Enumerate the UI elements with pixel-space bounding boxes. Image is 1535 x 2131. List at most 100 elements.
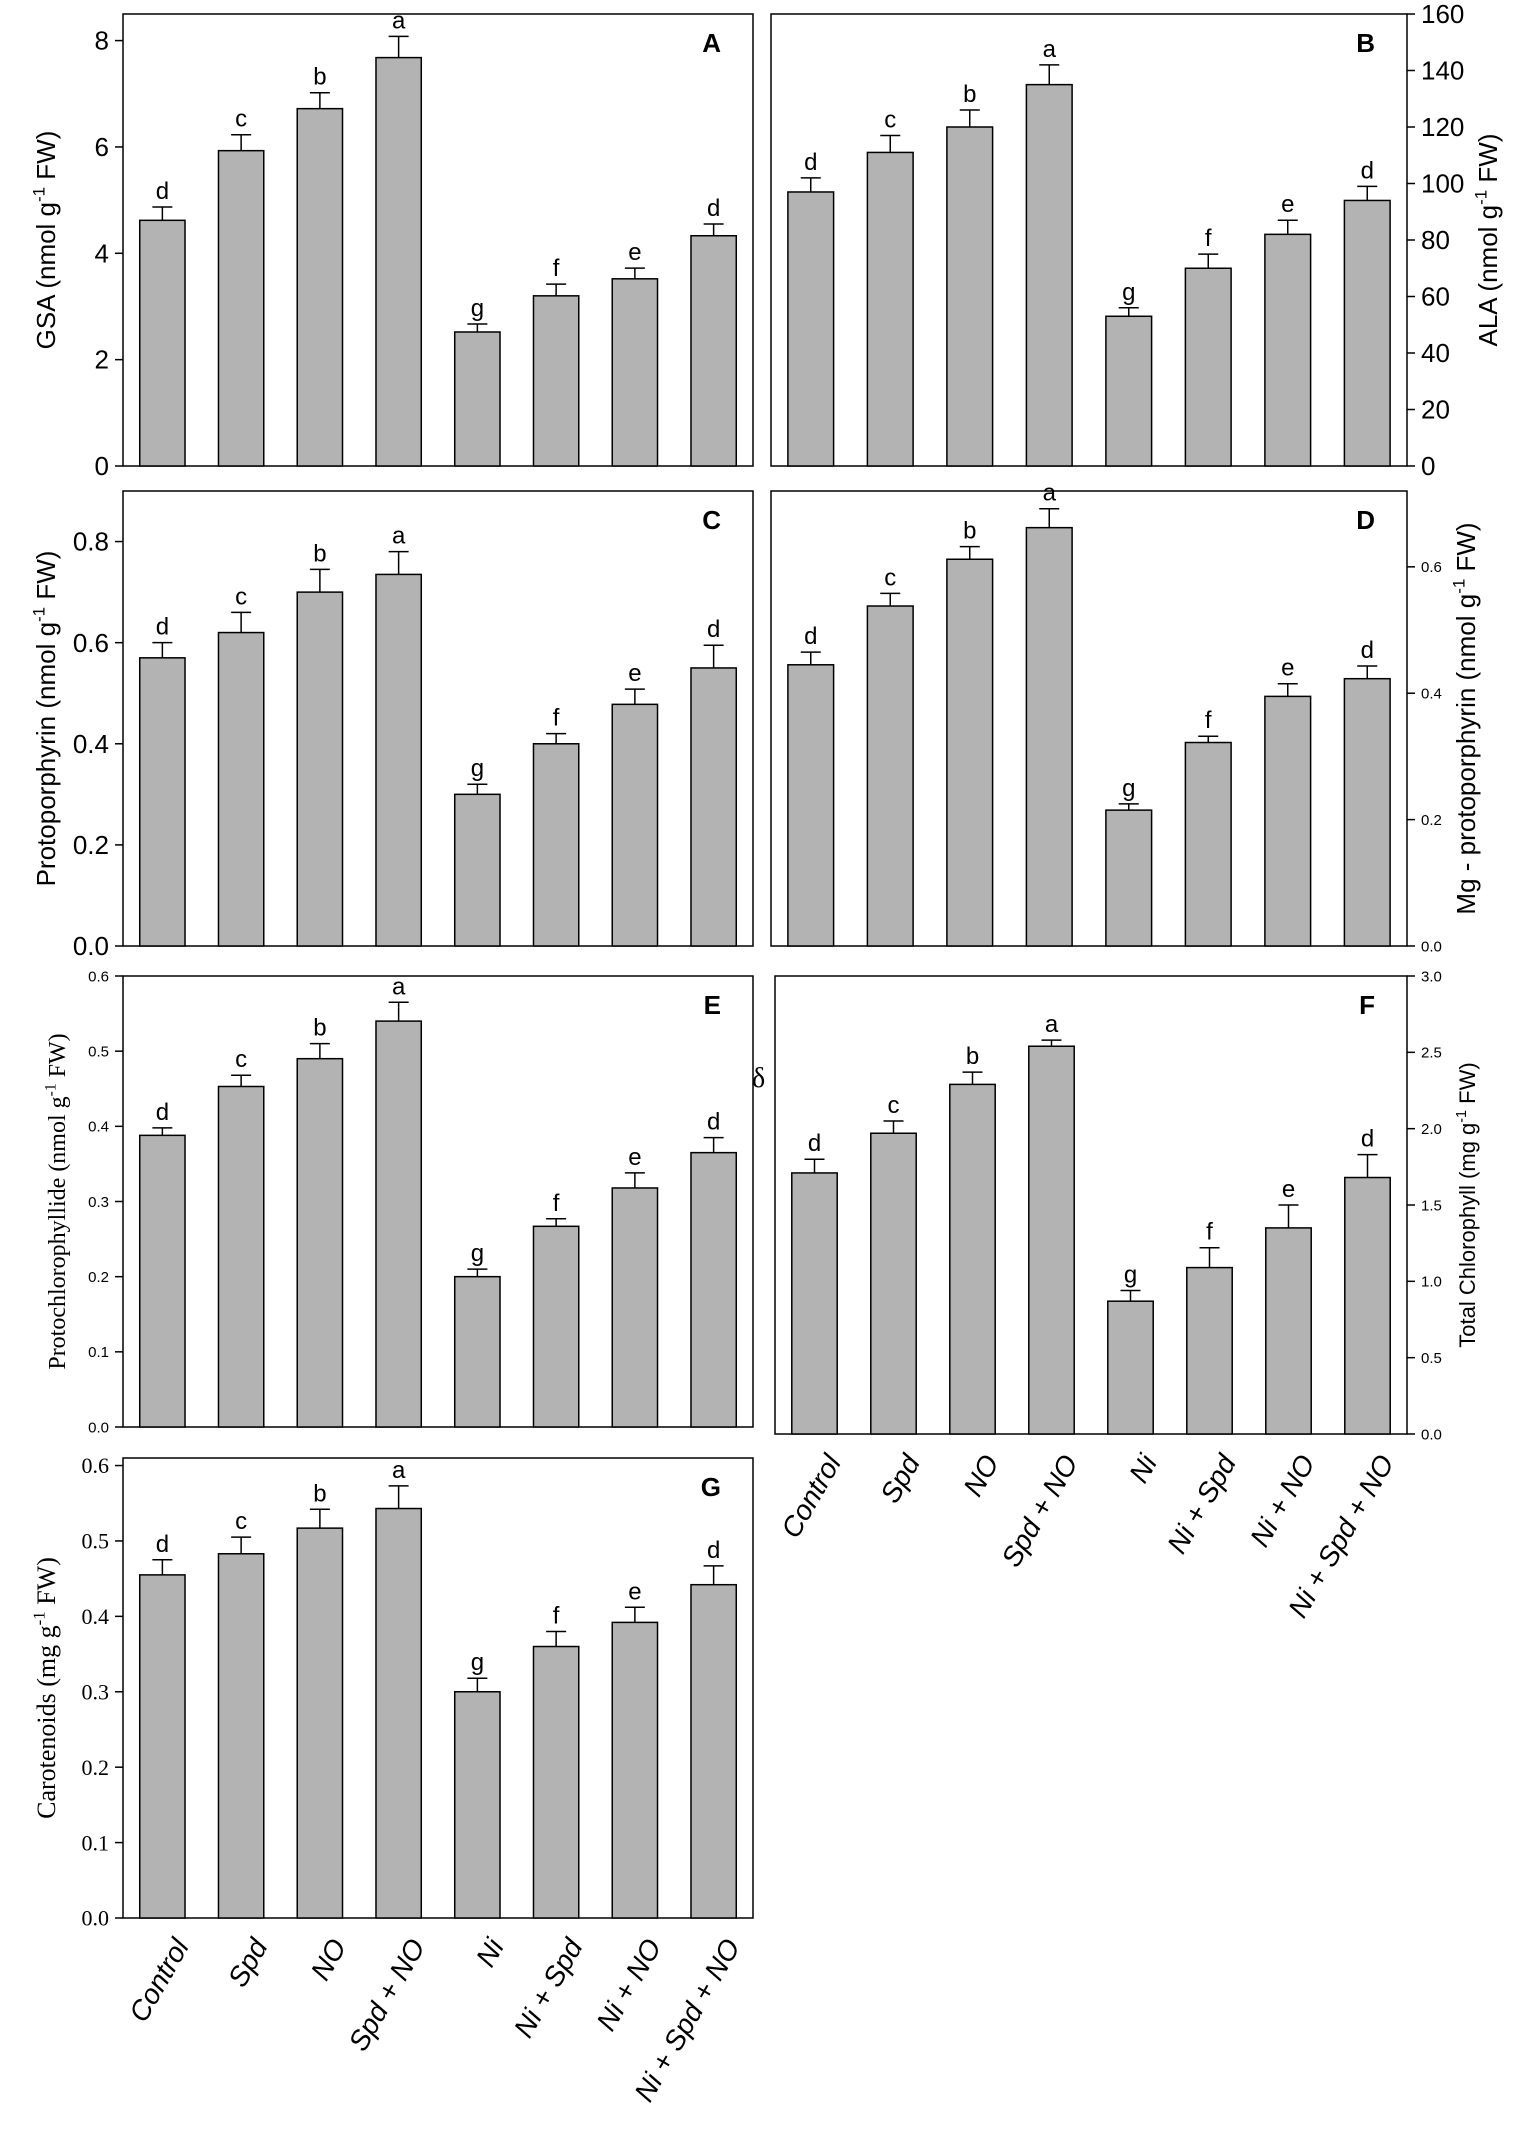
y-tick-label: 6 [95,132,109,162]
panel-letter: G [701,1472,721,1502]
x-tick-label: Ni + NO [590,1934,667,2036]
bar [1264,695,1312,947]
y-tick-label: 0.6 [88,968,109,985]
y-axis-label: Total Chlorophyll (mg g-1 FW) [1454,1062,1480,1347]
significance-letter: f [553,1602,560,1629]
significance-letter: g [1124,1261,1137,1288]
y-tick-label: 1.0 [1421,1274,1442,1291]
bar [296,591,344,947]
y-tick-label: 40 [1421,338,1450,368]
bar [1265,1227,1312,1435]
panel-letter: F [1359,990,1375,1020]
y-tick-label: 60 [1421,282,1450,312]
panel-a: d c b a g f e d 0 2 4 6 8 GSA (nmol g-1 FW) A [30,7,754,481]
bar [138,657,186,947]
significance-letter: d [156,614,169,641]
significance-letter: d [707,1537,720,1564]
significance-letter: e [628,1144,641,1171]
significance-letter: d [707,195,720,222]
significance-letter: b [966,1043,979,1070]
bar [375,56,423,467]
y-tick-label: 100 [1421,169,1464,199]
y-tick-label: 0.3 [82,1679,110,1704]
x-tick-label: Ni [1123,1449,1163,1488]
panel-letter: B [1356,28,1375,58]
significance-letter: f [553,255,560,282]
bar [217,1085,265,1428]
y-tick-label: 160 [1421,0,1464,29]
bar [453,793,501,947]
significance-letter: a [392,523,406,550]
y-tick-label: 80 [1421,225,1450,255]
bar [690,1583,738,1919]
y-tick-label: 8 [95,26,109,56]
bar [532,1645,580,1919]
significance-letter: b [313,1015,326,1042]
y-tick-label: 0.5 [82,1529,110,1554]
plot-frame [122,490,754,947]
plot-frame [774,975,1408,1435]
y-tick-label: 0.5 [1421,1350,1442,1367]
y-tick-label: 0.0 [73,931,109,961]
plot-frame [122,975,754,1428]
significance-letter: g [471,295,484,322]
panel-g: d c b a g f e d 0.0 0.1 0.2 0.3 0.4 0.5 0.6 Carotenoids… [30,1453,754,2107]
significance-letter: d [156,178,169,205]
y-tick-label: 120 [1421,112,1464,142]
significance-letter: e [1282,1176,1295,1203]
y-axis-label: ALA (nmol g-1 FW) [1472,134,1503,347]
bar [375,573,423,947]
y-tick-label: 0.2 [82,1755,110,1780]
bar [1105,315,1153,467]
bar [1025,83,1073,467]
panel-letter: E [704,990,721,1020]
significance-letter: f [553,1190,560,1217]
y-tick-label: 0.2 [73,830,109,860]
y-tick-label: 0.0 [82,1906,110,1931]
bar [1343,199,1391,467]
y-tick-label: 0.8 [73,527,109,557]
significance-letter: b [313,540,326,567]
bar [138,219,186,467]
bar [787,191,835,467]
x-tick-label: Ni [470,1933,510,1972]
significance-letter: g [1122,279,1135,306]
x-tick-label: Spd [222,1932,274,1992]
significance-letter: b [313,1480,326,1507]
bar [532,743,580,947]
significance-letter: a [392,973,406,1000]
stray-delta-symbol: δ [752,1063,765,1094]
y-tick-label: 140 [1421,56,1464,86]
x-tick-label: Control [775,1449,847,1543]
significance-letter: a [1045,1011,1059,1038]
bar [1186,1266,1233,1435]
bar [296,1527,344,1919]
bar [866,151,914,467]
significance-letter: e [1281,655,1294,682]
y-tick-label: 0.6 [82,1453,110,1478]
x-tick-label: Ni + Spd [508,1932,590,2042]
y-axis-label: GSA (nmol g-1 FW) [30,131,61,350]
bar [611,703,659,947]
bar [375,1507,423,1919]
bar [690,234,738,467]
y-tick-label: 0.1 [88,1344,109,1361]
significance-letter: c [235,583,247,610]
y-tick-label: 2.0 [1421,1121,1442,1138]
panels: d c b a g f e d 0 2 4 6 8 GSA (nmol g-1 FW) Ad c b a g f e d 0… [30,0,1503,2107]
significance-letter: f [1205,225,1212,252]
significance-letter: g [471,755,484,782]
y-tick-label: 0.3 [88,1194,109,1211]
bar [611,1621,659,1919]
significance-letter: e [628,660,641,687]
bar [453,331,501,467]
x-tick-label: Spd + NO [995,1450,1084,1573]
bar [532,295,580,467]
significance-letter: d [1361,637,1374,664]
bar [1264,233,1312,467]
y-tick-label: 0.0 [1421,938,1442,955]
y-tick-label: 0.4 [1421,685,1442,702]
x-tick-label: Spd [874,1448,926,1508]
y-tick-label: 3.0 [1421,968,1442,985]
panel-b: d c b a g f e d 0 20 40 60 80 100 120 140 160 ALA (nmol g… [770,0,1503,481]
